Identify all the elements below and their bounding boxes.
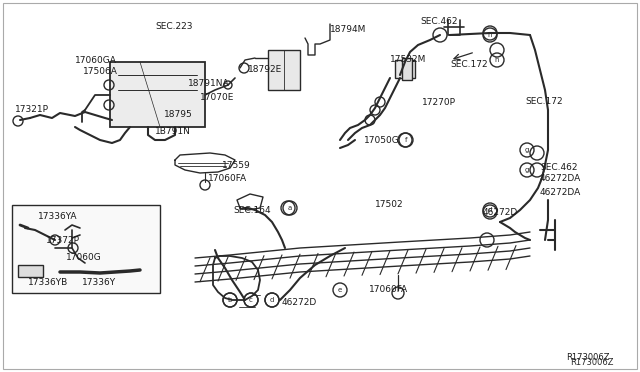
Text: SEC.164: SEC.164 <box>233 206 271 215</box>
Text: 18794M: 18794M <box>330 25 366 34</box>
Text: SEC.172: SEC.172 <box>450 60 488 69</box>
Bar <box>268 50 300 90</box>
Text: 17060FA: 17060FA <box>208 174 247 183</box>
Text: d: d <box>270 297 274 303</box>
Text: 17336YB: 17336YB <box>28 278 68 287</box>
Text: h: h <box>495 57 499 63</box>
Bar <box>402 58 412 80</box>
Text: 46272D: 46272D <box>483 208 518 217</box>
Text: 17321P: 17321P <box>15 105 49 114</box>
Text: 17060G: 17060G <box>66 253 102 262</box>
Text: e: e <box>338 287 342 293</box>
Text: g: g <box>525 147 529 153</box>
Text: 17270P: 17270P <box>422 98 456 107</box>
Bar <box>12 205 160 293</box>
Bar <box>110 62 205 127</box>
Text: 46272DA: 46272DA <box>540 174 581 183</box>
Text: SEC.172: SEC.172 <box>525 97 563 106</box>
Text: 17336YA: 17336YA <box>38 212 77 221</box>
Text: 46272DA: 46272DA <box>540 188 581 197</box>
Text: SEC.462: SEC.462 <box>540 163 577 172</box>
Text: c: c <box>249 297 253 303</box>
Text: 17060FA: 17060FA <box>369 285 408 294</box>
Text: 17372P: 17372P <box>46 236 80 245</box>
Text: g: g <box>525 167 529 173</box>
Text: 17502: 17502 <box>375 200 404 209</box>
Text: 46272D: 46272D <box>282 298 317 307</box>
Text: 17559: 17559 <box>222 161 251 170</box>
Text: 17532M: 17532M <box>390 55 426 64</box>
Text: 17070E: 17070E <box>200 93 234 102</box>
Text: 1B791N: 1B791N <box>155 127 191 136</box>
Text: SEC.462: SEC.462 <box>420 17 458 26</box>
Text: R173006Z: R173006Z <box>566 353 609 362</box>
Text: h: h <box>488 32 492 38</box>
Text: a: a <box>288 205 292 211</box>
Bar <box>395 60 415 78</box>
Text: d: d <box>488 207 492 213</box>
Text: 18795: 18795 <box>164 110 193 119</box>
Text: 17060GA: 17060GA <box>75 56 117 65</box>
Text: f: f <box>404 137 407 143</box>
Bar <box>18 265 43 277</box>
Text: SEC.223: SEC.223 <box>155 22 193 31</box>
Text: 17506A: 17506A <box>83 67 118 76</box>
Text: 17336Y: 17336Y <box>82 278 116 287</box>
Text: R173006Z: R173006Z <box>570 358 614 367</box>
Text: 18792E: 18792E <box>248 65 282 74</box>
Text: 18791NA: 18791NA <box>188 79 230 88</box>
Text: 17050G: 17050G <box>364 136 400 145</box>
Text: b: b <box>228 297 232 303</box>
